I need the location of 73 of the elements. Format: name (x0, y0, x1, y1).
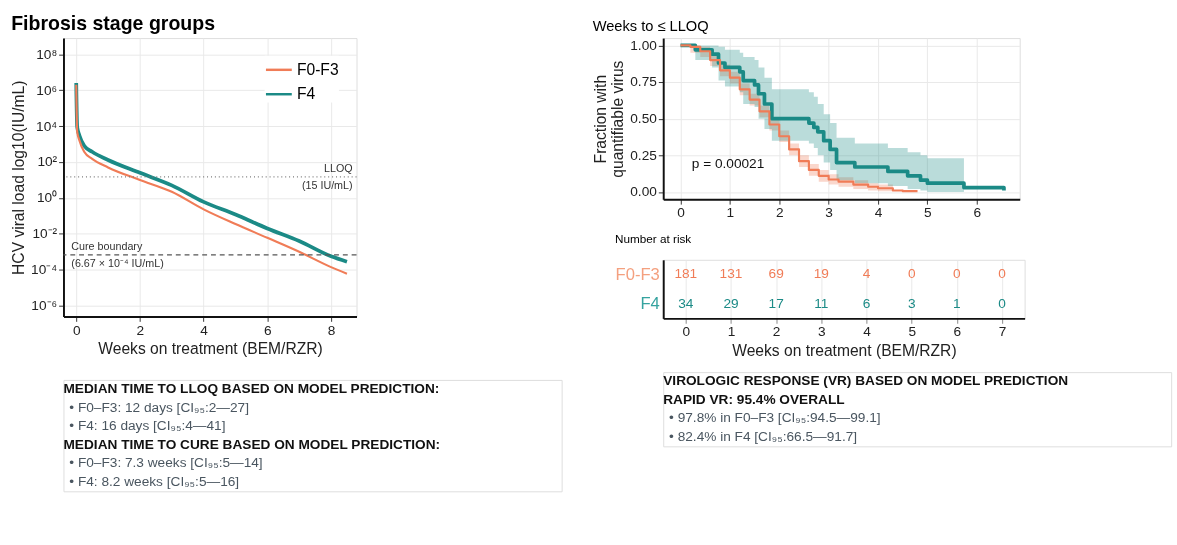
y-tick-label: 10⁸ (36, 46, 58, 62)
chart-title: Number at risk (615, 232, 692, 246)
y-tick-label: 10⁴ (36, 118, 58, 134)
x-tick-label: 5 (908, 324, 917, 340)
text: RAPID VR: 95.4% OVERALL (663, 391, 845, 407)
y-tick-label: 0.75 (630, 74, 658, 90)
x-axis-title: Weeks on treatment (BEM/RZR) (98, 340, 323, 358)
y-tick-label: 10⁻⁶ (31, 298, 58, 314)
data-label: 0 (998, 266, 1007, 282)
data-label: 131 (719, 266, 743, 282)
y-tick-label: F4 (640, 294, 660, 314)
y-tick-label: F0-F3 (615, 264, 660, 284)
x-tick-label: 4 (874, 205, 883, 221)
x-axis-title: Weeks on treatment (BEM/RZR) (732, 342, 957, 360)
data-label: 3 (907, 295, 916, 311)
x-tick-label: 7 (998, 324, 1007, 340)
x-tick-label: 6 (973, 205, 982, 221)
x-tick-label: 3 (818, 324, 826, 340)
y-tick-label: 10⁻² (32, 226, 58, 242)
data-label: 69 (768, 266, 784, 282)
x-tick-label: 2 (136, 322, 145, 338)
y-axis-title: Fraction with quantifiable virus (591, 60, 627, 178)
x-tick-label: 0 (677, 205, 686, 221)
y-axis-title: HCV viral load log10(IU/mL) (10, 80, 28, 275)
ref-line-label: LLOQ (15 IU/mL) (301, 161, 353, 191)
text: • F0–F3: 12 days [CI₉₅:2—27] (69, 399, 250, 415)
x-tick-label: 6 (264, 322, 272, 338)
data-label: 0 (907, 266, 916, 282)
data-label: 0 (953, 266, 962, 282)
data-label: 1 (953, 295, 961, 311)
data-label: 0 (998, 295, 1007, 311)
data-label: 17 (768, 295, 784, 311)
y-tick-label: 0.25 (630, 147, 658, 163)
text: • 97.8% in F0–F3 [CI₉₅:94.5—99.1] (669, 410, 881, 426)
text: MEDIAN TIME TO LLOQ BASED ON MODEL PREDICTION: (63, 381, 440, 397)
x-tick-label: 3 (825, 205, 833, 221)
data-label: 4 (862, 266, 871, 282)
text: • F0–F3: 7.3 weeks [CI₉₅:5—14] (69, 455, 263, 471)
text: VIROLOGIC RESPONSE (VR) BASED ON MODEL PREDICTION (663, 373, 1069, 389)
ref-line-label: Cure boundary (6.67 × 10⁻⁴ IU/mL) (71, 240, 164, 269)
x-tick-label: 6 (953, 324, 962, 340)
annotation: p = 0.00021 (691, 155, 765, 171)
chart-title: Weeks to ≤ LLOQ (592, 18, 709, 35)
data-label: 11 (814, 295, 829, 311)
y-tick-label: 10⁶ (36, 82, 58, 98)
data-label: 181 (674, 266, 698, 282)
y-tick-label: 10⁰ (36, 190, 58, 206)
y-tick-label: 10² (37, 154, 58, 170)
x-tick-label: 4 (863, 324, 872, 340)
data-label: 29 (723, 295, 739, 311)
y-tick-label: 0.50 (630, 111, 658, 127)
x-tick-label: 2 (775, 205, 784, 221)
x-tick-label: 2 (772, 324, 781, 340)
y-tick-label: 1.00 (630, 37, 658, 53)
text: • F4: 16 days [CI₉₅:4—41] (69, 418, 226, 434)
x-tick-label: 1 (727, 324, 736, 340)
text: • 82.4% in F4 [CI₉₅:66.5—91.7] (669, 428, 858, 444)
x-tick-label: 1 (726, 205, 735, 221)
chart-title: Fibrosis stage groups (11, 12, 216, 35)
y-tick-label: 10⁻⁴ (31, 262, 58, 278)
x-tick-label: 8 (327, 322, 336, 338)
data-label: 6 (862, 295, 871, 311)
x-tick-label: 0 (72, 322, 81, 338)
y-tick-label: 0.00 (630, 184, 658, 200)
x-tick-label: 5 (924, 205, 933, 221)
data-label: 19 (813, 266, 829, 282)
x-tick-label: 0 (682, 324, 691, 340)
x-tick-label: 4 (200, 322, 209, 338)
legend-label: F4 (296, 85, 316, 103)
text: • F4: 8.2 weeks [CI₉₅:5—16] (69, 473, 240, 489)
data-label: 34 (678, 295, 694, 311)
text: MEDIAN TIME TO CURE BASED ON MODEL PREDICTION: (63, 436, 441, 452)
legend-label: F0-F3 (296, 60, 339, 78)
